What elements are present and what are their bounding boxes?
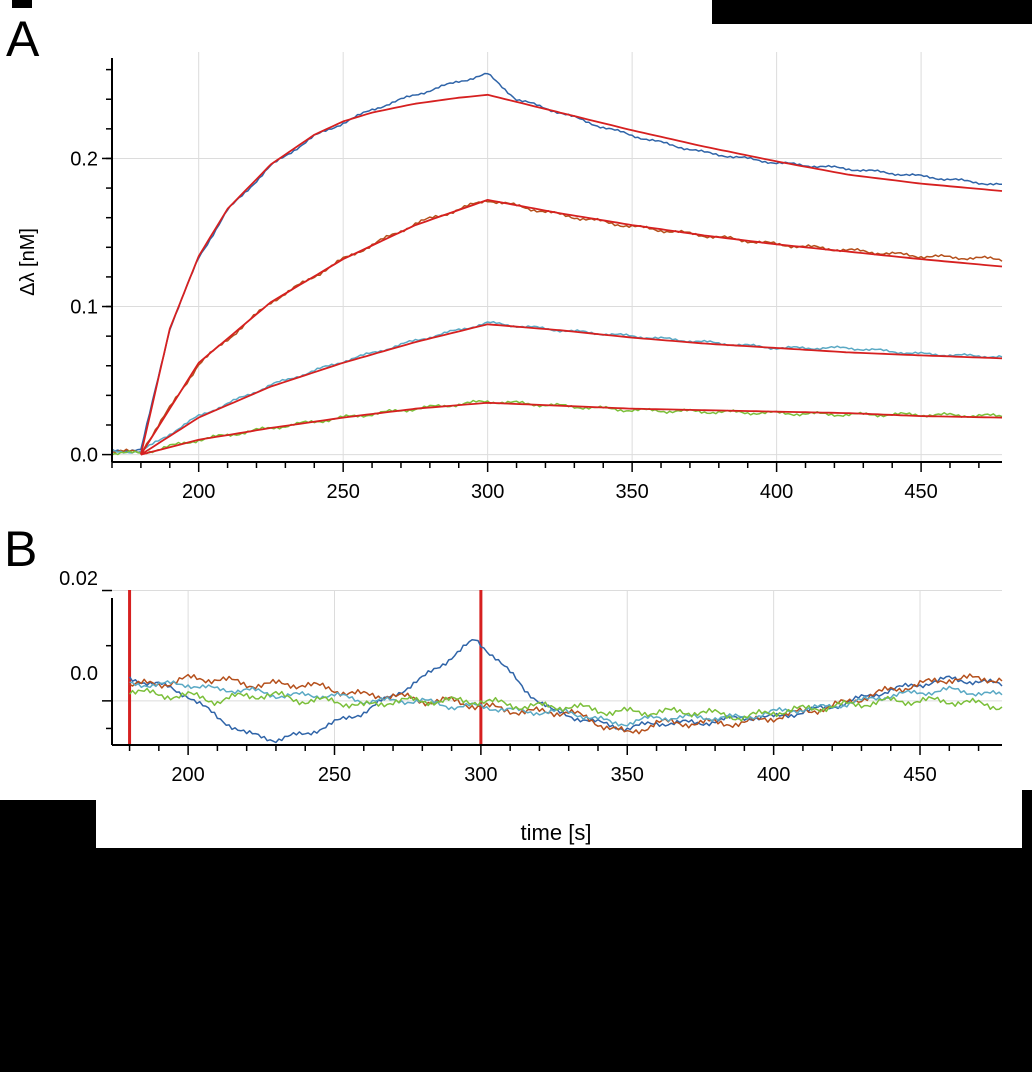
black-bar-top-right xyxy=(712,0,1032,24)
panel-b: B 200 250 300 350 400 450 0.02 0.0 time [s] xyxy=(4,521,1003,845)
panel-b-y-tick-label-0: 0.02 xyxy=(59,568,98,590)
panel-a-series xyxy=(111,72,1003,456)
panel-b-y-tick-label-1: 0.0 xyxy=(70,663,98,685)
panel-a-series-fit-fit-5 xyxy=(140,199,1003,456)
panel-b-x-axis-label: time [s] xyxy=(521,820,592,845)
panel-a-series-fit-fit-4 xyxy=(140,93,1003,455)
panel-a-series-data-green-3 xyxy=(111,399,1003,456)
panel-b-x-tick-label-300: 300 xyxy=(464,764,497,786)
panel-b-x-tick-label-250: 250 xyxy=(318,764,351,786)
panel-a-axes: 200 250 300 350 400 450 0.0 0.1 0.2 xyxy=(70,58,1002,503)
panel-b-x-tick-label-400: 400 xyxy=(757,764,790,786)
panel-a-letter: A xyxy=(6,11,40,67)
panel-a-series-fit-fit-6 xyxy=(140,323,1003,456)
panel-a: A 200 250 300 350 400 450 0.0 0.1 0.2 Δλ [nM] xyxy=(6,11,1003,503)
panel-b-series-data-dark_blue-0 xyxy=(128,638,1003,744)
panel-a-x-tick-label-450: 450 xyxy=(904,481,937,503)
panel-b-axes: 200 250 300 350 400 450 0.02 0.0 xyxy=(59,568,1002,786)
panel-a-x-tick-label-200: 200 xyxy=(182,481,215,503)
panel-b-x-tick-label-350: 350 xyxy=(611,764,644,786)
panel-a-x-tick-label-350: 350 xyxy=(615,481,648,503)
panel-a-x-tick-label-300: 300 xyxy=(471,481,504,503)
panel-b-series xyxy=(128,590,1003,745)
panel-b-letter: B xyxy=(4,521,37,577)
black-block-left xyxy=(0,800,96,850)
panel-a-series-data-dark_blue-0 xyxy=(111,72,1002,453)
panel-b-series-data-light_blue-2 xyxy=(129,680,1003,727)
panel-b-grid xyxy=(112,590,1002,745)
panel-b-x-tick-label-450: 450 xyxy=(903,764,936,786)
black-bar-right-edge xyxy=(1022,790,1032,850)
panel-a-x-tick-label-400: 400 xyxy=(760,481,793,503)
panel-a-y-tick-label-2: 0.2 xyxy=(70,148,98,170)
black-bottom-region xyxy=(0,848,1032,1072)
panel-a-series-fit-fit-7 xyxy=(140,401,1003,456)
panel-b-series-data-orange_brown-1 xyxy=(129,673,1003,735)
panel-b-series-data-green-3 xyxy=(129,687,1003,722)
panel-a-x-tick-label-250: 250 xyxy=(326,481,359,503)
black-corner-marker xyxy=(12,0,32,8)
panel-b-x-tick-label-200: 200 xyxy=(171,764,204,786)
panel-a-y-tick-label-1: 0.1 xyxy=(70,297,98,319)
panel-a-y-axis-label: Δλ [nM] xyxy=(17,228,39,296)
panel-a-y-tick-label-0: 0.0 xyxy=(70,445,98,467)
